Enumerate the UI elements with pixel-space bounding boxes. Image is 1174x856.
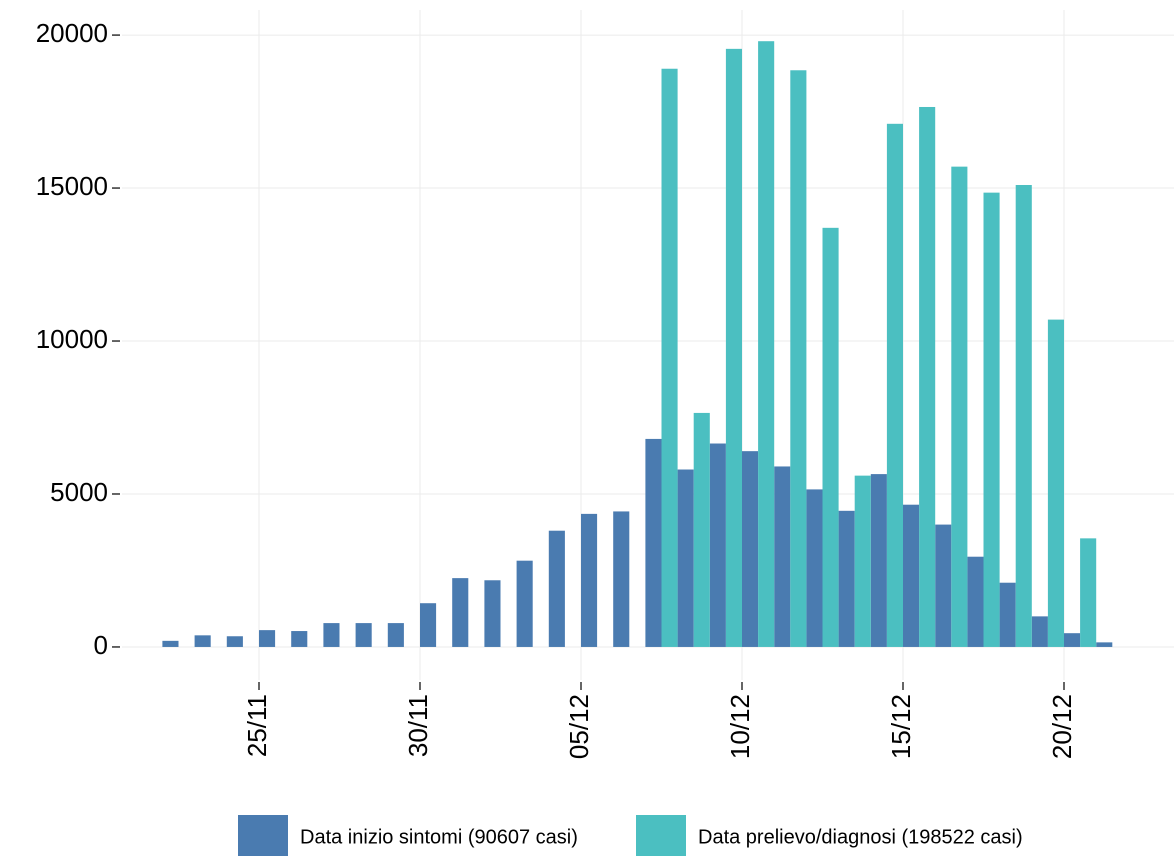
bar: [645, 438, 662, 647]
bar: [1096, 642, 1113, 647]
bar: [870, 474, 887, 647]
bar: [806, 489, 823, 647]
legend-label: Data prelievo/diagnosi (198522 casi): [698, 826, 1023, 848]
bar: [693, 412, 710, 647]
bar: [420, 603, 437, 647]
bar: [854, 475, 871, 647]
x-tick-label: 30/11: [403, 694, 433, 757]
bar: [951, 166, 968, 647]
bar: [1015, 184, 1032, 647]
x-tick-label: 15/12: [886, 694, 916, 759]
bar: [742, 451, 759, 647]
bar: [516, 560, 533, 647]
bar: [983, 192, 1000, 647]
bar: [387, 623, 404, 647]
bar: [903, 504, 920, 647]
y-tick-label: 10000: [36, 324, 108, 354]
bar: [452, 578, 469, 647]
bar: [838, 510, 855, 647]
bar: [919, 106, 936, 647]
bar: [758, 41, 775, 647]
bar: [291, 631, 308, 647]
y-tick-label: 15000: [36, 171, 108, 201]
bar: [790, 70, 807, 647]
legend-label: Data inizio sintomi (90607 casi): [300, 826, 578, 848]
bar: [935, 524, 952, 647]
bar: [226, 636, 243, 647]
x-tick-label: 05/12: [564, 694, 594, 759]
bar: [355, 623, 372, 647]
y-tick-label: 0: [94, 630, 108, 660]
bar: [1047, 319, 1064, 647]
bar: [709, 443, 726, 647]
bar: [484, 580, 501, 647]
bar: [1080, 538, 1097, 647]
bar: [822, 227, 839, 647]
legend-swatch: [636, 815, 686, 856]
bar: [886, 123, 903, 647]
x-tick-label: 10/12: [725, 694, 755, 759]
bar: [1031, 616, 1048, 647]
bar: [548, 530, 565, 647]
bar: [1064, 633, 1081, 647]
bar: [661, 68, 678, 647]
legend-swatch: [238, 815, 288, 856]
bar: [967, 556, 984, 647]
bar: [774, 466, 791, 647]
bar: [677, 469, 694, 647]
y-tick-label: 5000: [50, 477, 108, 507]
y-tick-label: 20000: [36, 18, 108, 48]
x-tick-label: 20/12: [1047, 694, 1077, 759]
bar: [259, 630, 276, 647]
bar: [613, 511, 630, 647]
bar: [581, 513, 598, 647]
bar: [999, 582, 1016, 647]
bar: [725, 48, 742, 647]
bar: [162, 640, 179, 647]
bar: [194, 635, 211, 647]
x-tick-label: 25/11: [242, 694, 272, 757]
bar: [323, 623, 340, 647]
